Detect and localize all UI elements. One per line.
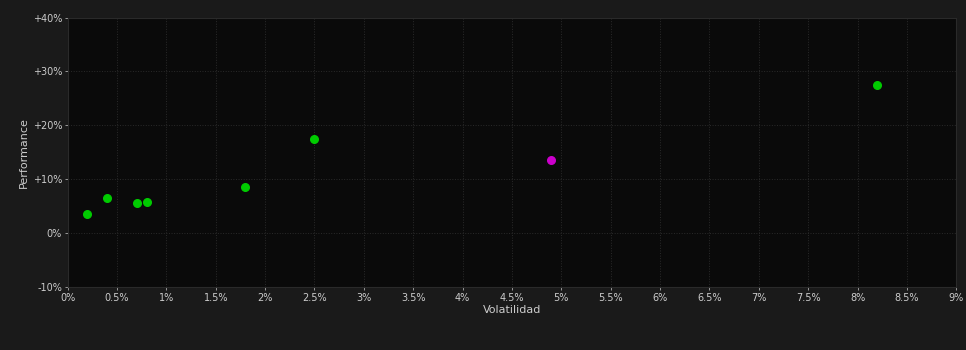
Point [79, 211, 95, 217]
Y-axis label: Performance: Performance [18, 117, 28, 188]
Point [544, 158, 559, 163]
Point [307, 136, 323, 142]
Point [129, 201, 145, 206]
Point [869, 82, 885, 88]
X-axis label: Volatilidad: Volatilidad [483, 305, 541, 315]
Point [139, 199, 155, 205]
Point [99, 195, 115, 201]
Point [238, 184, 253, 190]
